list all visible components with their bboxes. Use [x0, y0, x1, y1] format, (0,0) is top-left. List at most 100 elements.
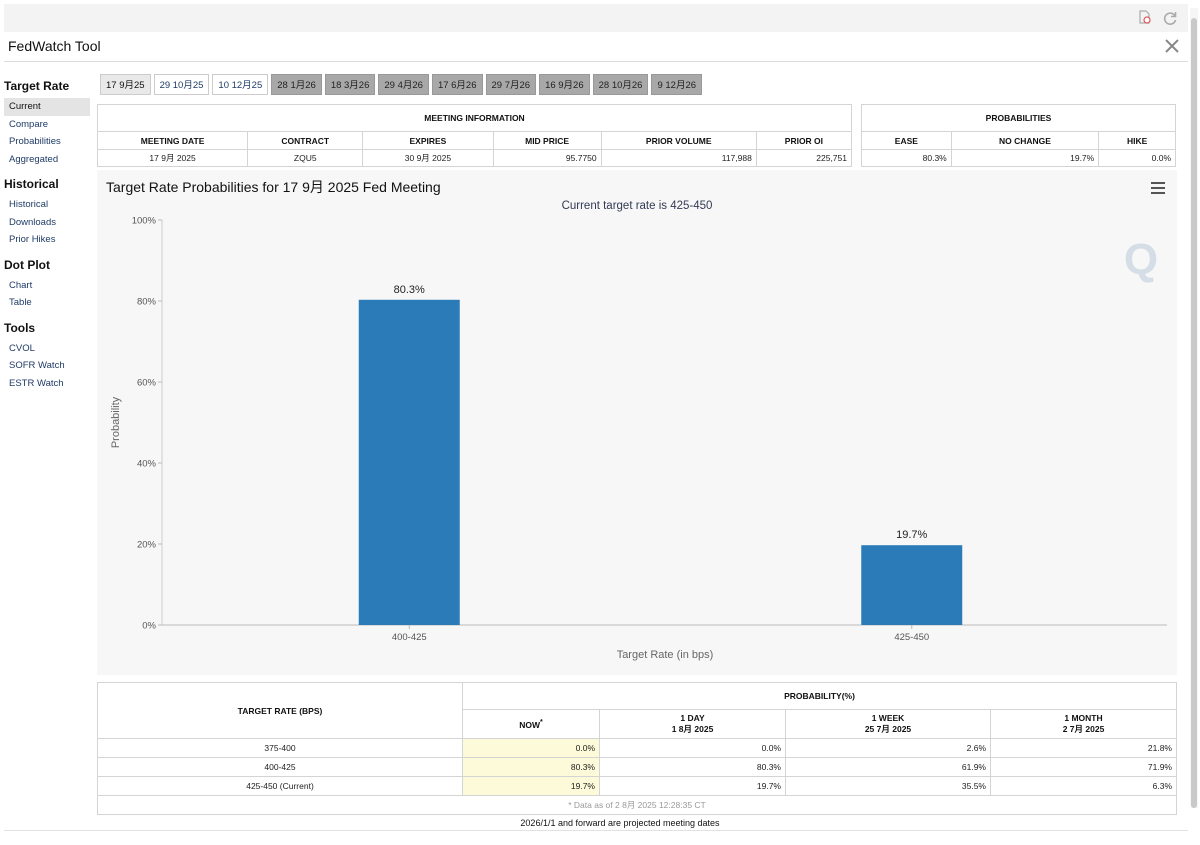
- meeting-info-heading: MEETING INFORMATION: [97, 104, 852, 132]
- target-rate-cell: 425-450 (Current): [97, 776, 463, 796]
- probability-cell: 19.7%: [462, 776, 600, 796]
- export-icon[interactable]: [1136, 9, 1153, 26]
- probability-cell: 21.8%: [990, 738, 1177, 758]
- meeting-date-tabs: 17 9月25 29 10月25 10 12月25 28 1月26 18 3月26 29 …: [100, 74, 703, 95]
- y-tick-label: 20%: [137, 540, 157, 551]
- bar-data-label: 80.3%: [394, 284, 425, 296]
- table-row: 375-400 0.0% 0.0% 2.6% 21.8%: [97, 738, 1177, 758]
- target-rate-cell: 375-400: [97, 738, 463, 758]
- probability-heading: PROBABILITY(%): [462, 681, 1177, 711]
- probability-cell: 71.9%: [990, 757, 1177, 777]
- probabilities-column-header: HIKE: [1098, 131, 1176, 150]
- probabilities-column-header: NO CHANGE: [950, 131, 1100, 150]
- probability-cell: 80.3%: [462, 757, 600, 777]
- now-label: NOW: [519, 720, 540, 731]
- meeting-info-column-header: MID PRICE: [492, 131, 602, 150]
- y-tick-label: 80%: [137, 297, 157, 308]
- probability-cell: 80.3%: [599, 757, 786, 777]
- one-week-column-heading: 1 WEEK 25 7月 2025: [785, 709, 991, 739]
- tab-meeting-date[interactable]: 29 10月25: [153, 74, 210, 95]
- bar-data-label: 19.7%: [896, 529, 927, 541]
- meeting-info-cell: 225,751: [755, 149, 853, 167]
- bar-425-450[interactable]: [861, 545, 963, 625]
- bar-400-425[interactable]: [358, 299, 460, 625]
- tab-meeting-date[interactable]: 28 1月26: [271, 74, 322, 95]
- now-column-heading: NOW*: [462, 709, 600, 739]
- sidebar-item-estr-watch[interactable]: ESTR Watch: [9, 377, 64, 389]
- chart-title: Target Rate Probabilities for 17 9月 2025…: [106, 179, 441, 195]
- tab-meeting-date[interactable]: 17 6月26: [431, 74, 483, 95]
- probabilities-table: PROBABILITIES EASE NO CHANGE HIKE 80.3% 19.…: [861, 104, 1176, 167]
- sidebar-item-cvol[interactable]: CVOL: [9, 342, 35, 354]
- tab-meeting-date[interactable]: 29 4月26: [378, 74, 429, 95]
- sidebar-item-probabilities[interactable]: Probabilities: [9, 136, 61, 147]
- tab-meeting-date[interactable]: 28 10月26: [592, 74, 649, 95]
- sidebar-item-table[interactable]: Table: [9, 297, 32, 308]
- sidebar-group-tools: Tools CVOL SOFR Watch ESTR Watch: [4, 320, 90, 393]
- sidebar-group-dot-plot: Dot Plot Chart Table: [4, 257, 90, 312]
- target-rate-cell: 400-425: [97, 757, 463, 777]
- sidebar-item-prior-hikes[interactable]: Prior Hikes: [9, 234, 56, 245]
- meeting-info-column-header: CONTRACT: [247, 131, 364, 150]
- data-as-of-note: * Data as of 2 8月 2025 12:28:35 CT: [97, 795, 1177, 815]
- x-tick-label: 425-450: [894, 632, 929, 643]
- probability-cell: 19.7%: [599, 776, 786, 796]
- x-axis-label: Target Rate (in bps): [617, 649, 714, 661]
- one-day-column-heading: 1 DAY 1 8月 2025: [599, 709, 786, 739]
- tab-meeting-date[interactable]: 10 12月25: [212, 74, 269, 95]
- one-day-label: 1 DAY: [680, 713, 705, 724]
- y-axis-label: Probability: [110, 396, 122, 448]
- probability-cell: 61.9%: [785, 757, 991, 777]
- top-icons: [1136, 9, 1178, 26]
- sidebar-heading: Tools: [4, 320, 36, 335]
- app-title: FedWatch Tool: [8, 38, 101, 54]
- x-logo-icon[interactable]: [1164, 38, 1180, 54]
- tab-meeting-date[interactable]: 29 7月26: [485, 74, 537, 95]
- tab-meeting-date[interactable]: 16 9月26: [539, 74, 590, 95]
- chart-svg: Current target rate is 425-450 Q 0% 20% 40% 6…: [110, 200, 1167, 661]
- one-week-date: 25 7月 2025: [864, 724, 912, 735]
- y-tick-label: 100%: [132, 216, 157, 227]
- one-week-label: 1 WEEK: [871, 713, 905, 724]
- bottom-divider: [4, 830, 1188, 831]
- meeting-info-column-header: PRIOR OI: [755, 131, 853, 150]
- tab-meeting-date[interactable]: 18 3月26: [324, 74, 376, 95]
- probability-history-table: TARGET RATE (BPS) PROBABILITY(%) NOW* 1 …: [97, 681, 1177, 815]
- sidebar-item-current[interactable]: Current: [4, 98, 90, 116]
- one-month-column-heading: 1 MONTH 2 7月 2025: [990, 709, 1177, 739]
- chart-subtitle: Current target rate is 425-450: [562, 200, 713, 212]
- meeting-info-column-header: PRIOR VOLUME: [600, 131, 757, 150]
- x-tick-label: 400-425: [392, 632, 427, 643]
- probabilities-cell: 19.7%: [950, 149, 1100, 167]
- sidebar-group-target-rate: Target Rate Current Compare Probabilities Ag…: [4, 78, 90, 168]
- refresh-icon[interactable]: [1161, 9, 1178, 26]
- meeting-info-column-header: EXPIRES: [362, 131, 494, 150]
- one-month-date: 2 7月 2025: [1062, 724, 1105, 735]
- scrollbar-thumb[interactable]: [1191, 18, 1197, 808]
- sidebar-heading: Historical: [4, 177, 59, 191]
- probability-chart: Current target rate is 425-450 Q 0% 20% 40% 6…: [97, 170, 1177, 675]
- meeting-info-cell: ZQU5: [247, 149, 364, 167]
- sidebar-item-downloads[interactable]: Downloads: [9, 216, 56, 228]
- sidebar-heading: Target Rate: [4, 79, 70, 93]
- table-row: 425-450 (Current) 19.7% 19.7% 35.5% 6.3%: [97, 776, 1177, 796]
- probabilities-column-header: EASE: [861, 131, 952, 150]
- sidebar-item-sofr-watch[interactable]: SOFR Watch: [9, 360, 65, 371]
- probability-cell: 0.0%: [462, 738, 600, 758]
- vertical-scrollbar[interactable]: [1190, 8, 1198, 808]
- tab-meeting-date[interactable]: 9 12月26: [651, 74, 703, 95]
- sidebar-item-compare[interactable]: Compare: [9, 118, 49, 130]
- sidebar-nav: Target Rate Current Compare Probabilities Ag…: [4, 76, 90, 400]
- tab-meeting-date[interactable]: 17 9月25: [100, 74, 151, 95]
- meeting-info-column-header: MEETING DATE: [96, 131, 249, 150]
- sidebar-item-historical[interactable]: Historical: [9, 199, 49, 210]
- probabilities-cell: 0.0%: [1098, 149, 1176, 167]
- probability-cell: 2.6%: [785, 738, 991, 758]
- sidebar-item-chart[interactable]: Chart: [9, 279, 33, 291]
- browser-toolbar: [4, 4, 1188, 32]
- hamburger-menu-icon[interactable]: [1151, 181, 1165, 194]
- target-rate-heading: TARGET RATE (BPS): [97, 682, 463, 739]
- sidebar-item-aggregated[interactable]: Aggregated: [9, 153, 59, 165]
- one-day-date: 1 8月 2025: [671, 724, 714, 735]
- y-tick-label: 60%: [137, 378, 157, 389]
